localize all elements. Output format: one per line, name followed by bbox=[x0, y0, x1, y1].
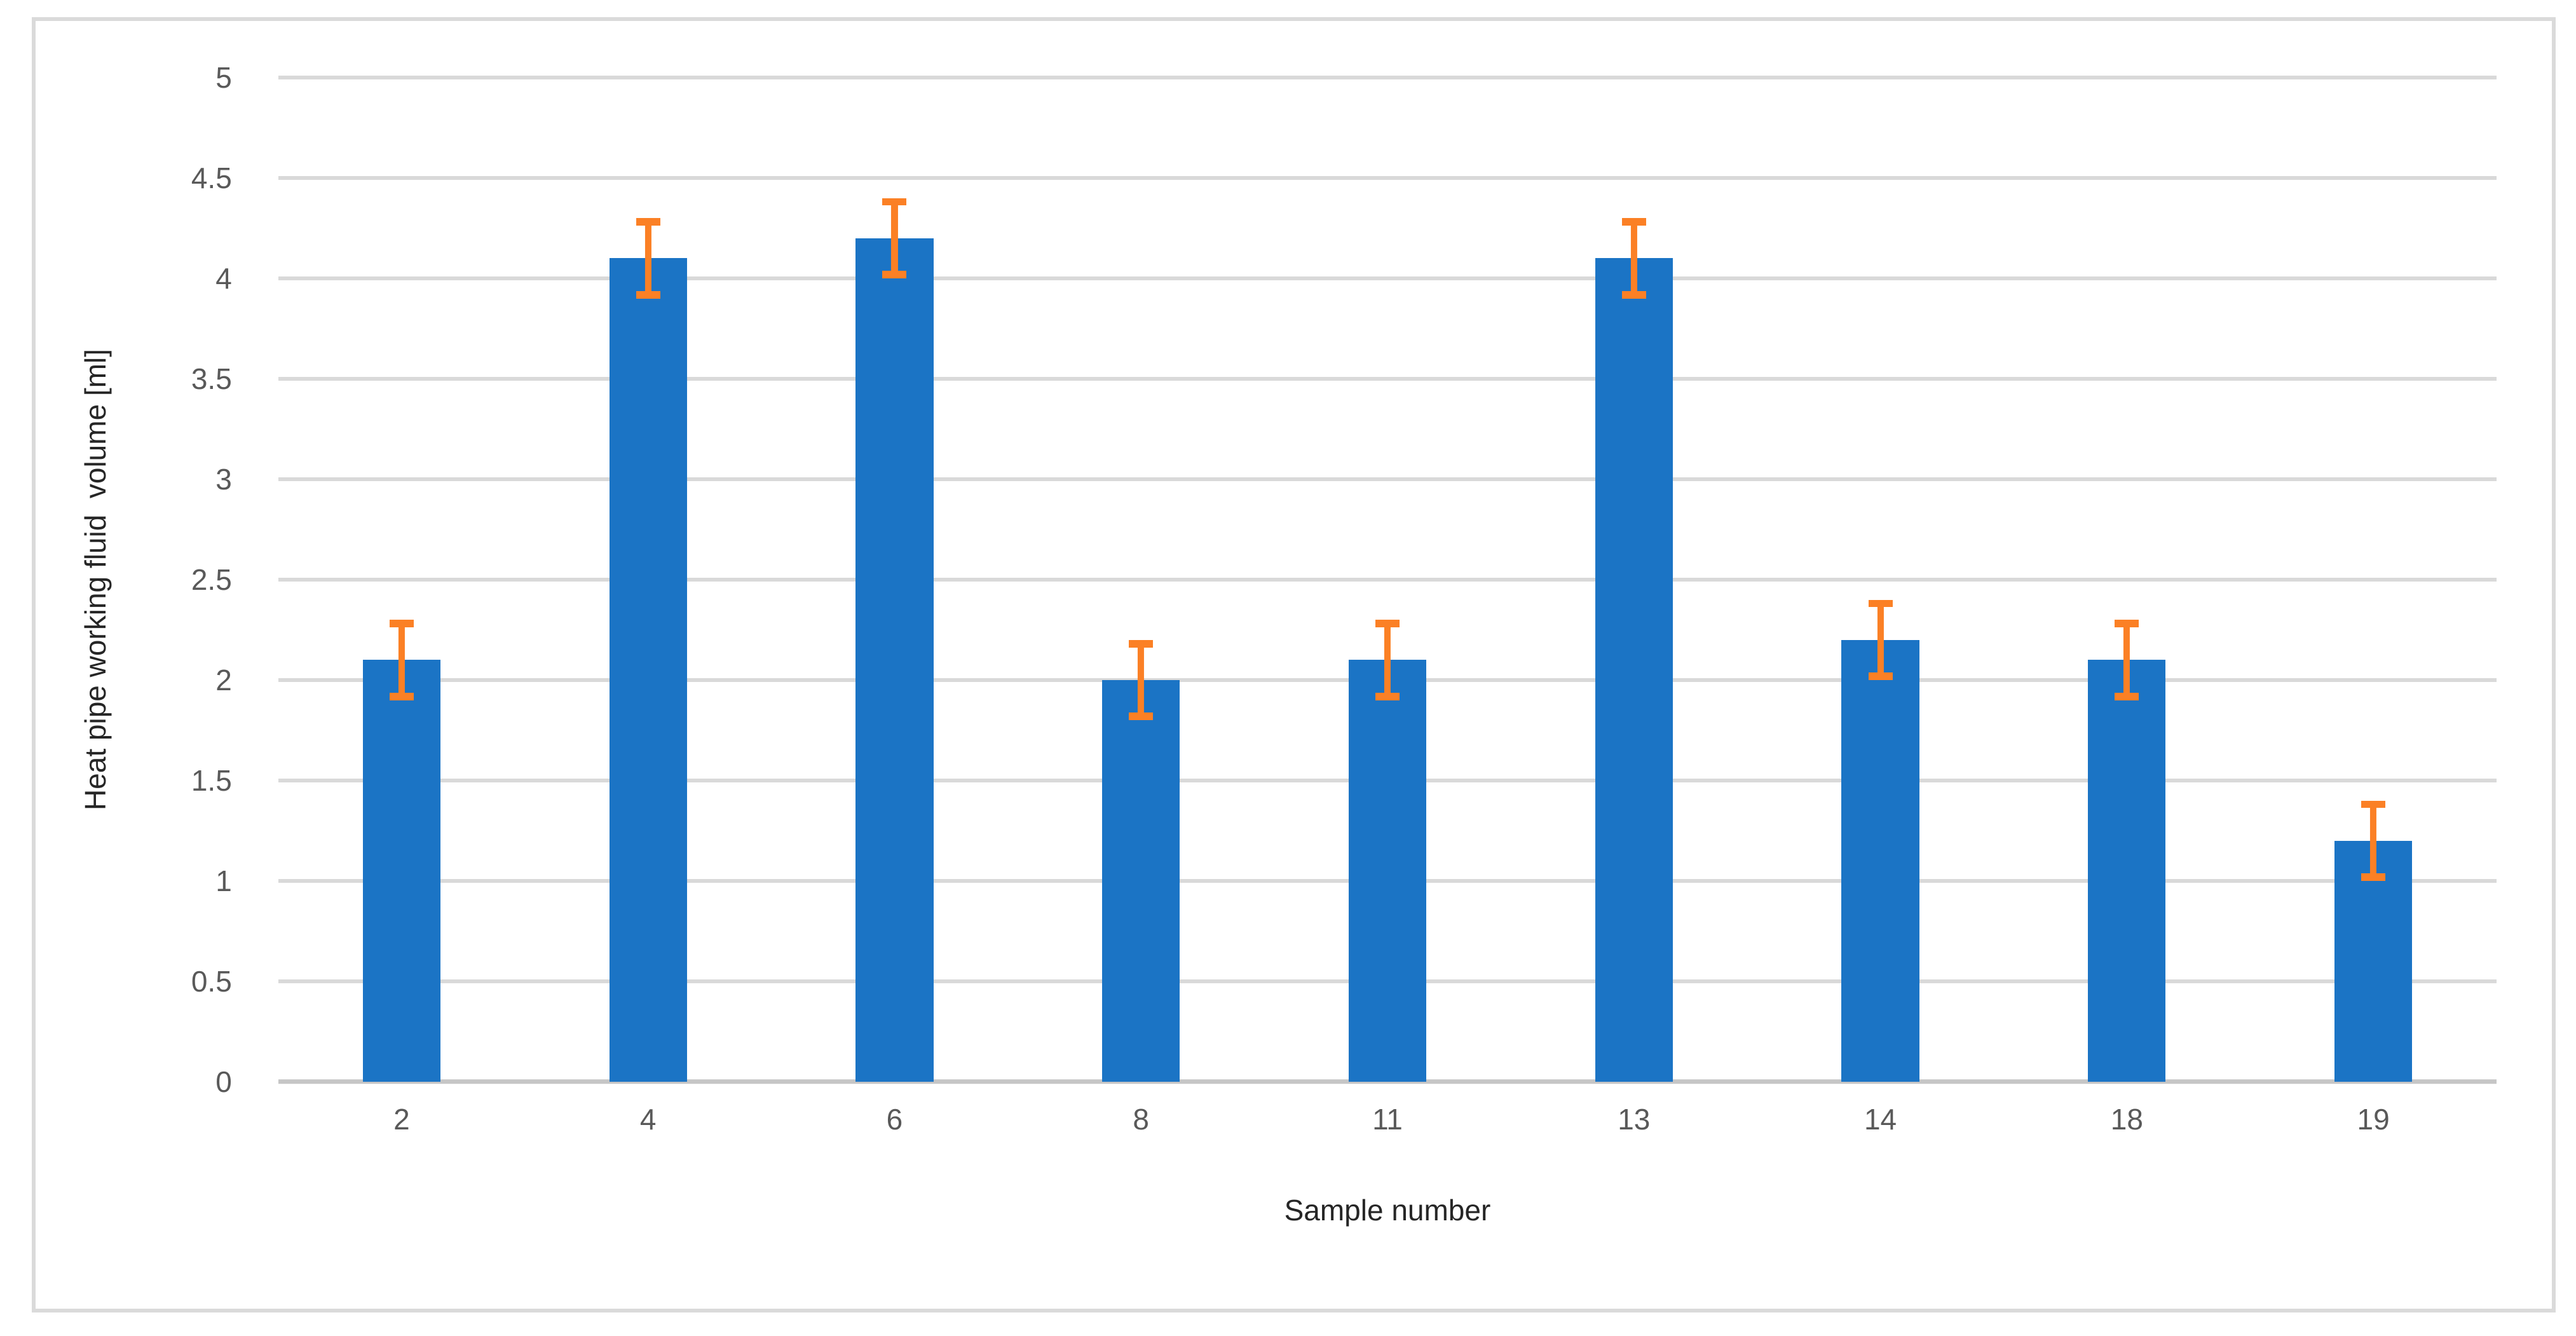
error-bar-line bbox=[891, 198, 898, 278]
bar-sample-6 bbox=[855, 238, 934, 1082]
bar-sample-18 bbox=[2088, 660, 2166, 1082]
y-tick-label: 2.5 bbox=[191, 562, 232, 596]
gridline bbox=[278, 577, 2497, 582]
error-bar-sample-14 bbox=[1868, 599, 1893, 680]
x-tick-label-sample-11: 11 bbox=[1372, 1103, 1403, 1136]
bar-sample-13 bbox=[1595, 258, 1673, 1082]
x-tick-label-sample-8: 8 bbox=[1133, 1103, 1150, 1136]
bar-sample-4 bbox=[609, 258, 687, 1082]
y-tick-label: 1.5 bbox=[191, 763, 232, 797]
error-bar-line bbox=[2370, 800, 2377, 881]
error-bar-sample-11 bbox=[1375, 620, 1400, 700]
bar-sample-8 bbox=[1102, 680, 1180, 1082]
x-axis-line bbox=[278, 1079, 2497, 1084]
plot-area bbox=[278, 76, 2497, 1084]
x-axis-title: Sample number bbox=[1284, 1194, 1491, 1227]
y-tick-label: 0.5 bbox=[191, 964, 232, 998]
error-bar-sample-13 bbox=[1621, 218, 1646, 299]
error-bar-line bbox=[1384, 620, 1391, 700]
error-bar-line bbox=[398, 620, 405, 700]
error-bar-line bbox=[1630, 218, 1637, 299]
error-bar-line bbox=[1138, 639, 1145, 721]
bar-sample-19 bbox=[2334, 840, 2413, 1082]
error-bar-line bbox=[1877, 599, 1884, 680]
y-tick-label: 4.5 bbox=[191, 161, 232, 194]
error-bar-line bbox=[2123, 620, 2130, 700]
error-bar-sample-18 bbox=[2115, 620, 2139, 700]
x-tick-label-sample-4: 4 bbox=[639, 1103, 657, 1136]
x-tick-label-sample-6: 6 bbox=[886, 1103, 903, 1136]
gridline bbox=[278, 477, 2497, 481]
error-bar-sample-4 bbox=[636, 218, 660, 299]
y-tick-label: 4 bbox=[215, 261, 232, 295]
x-tick-label-sample-14: 14 bbox=[1864, 1103, 1897, 1136]
y-tick-label: 5 bbox=[215, 61, 232, 94]
y-axis-title: Heat pipe working fluid volume [ml] bbox=[78, 349, 112, 811]
error-bar-sample-8 bbox=[1129, 639, 1154, 721]
x-tick-label-sample-18: 18 bbox=[2110, 1103, 2143, 1136]
y-tick-label: 1 bbox=[215, 864, 232, 897]
bar-sample-2 bbox=[362, 660, 440, 1082]
gridline bbox=[278, 175, 2497, 180]
x-tick-label-sample-19: 19 bbox=[2357, 1103, 2390, 1136]
y-tick-label: 3 bbox=[215, 462, 232, 496]
error-bar-line bbox=[644, 218, 651, 299]
bar-sample-11 bbox=[1348, 660, 1427, 1082]
bar-sample-14 bbox=[1841, 639, 1919, 1082]
y-tick-label: 2 bbox=[215, 663, 232, 697]
y-tick-label: 3.5 bbox=[191, 362, 232, 395]
gridline bbox=[278, 376, 2497, 381]
error-bar-sample-2 bbox=[389, 620, 414, 700]
y-tick-label: 0 bbox=[215, 1065, 232, 1098]
x-tick-label-sample-2: 2 bbox=[393, 1103, 410, 1136]
x-tick-label-sample-13: 13 bbox=[1618, 1103, 1651, 1136]
error-bar-sample-6 bbox=[882, 198, 907, 278]
gridline bbox=[278, 76, 2497, 79]
error-bar-sample-19 bbox=[2361, 800, 2386, 881]
gridline bbox=[278, 276, 2497, 280]
